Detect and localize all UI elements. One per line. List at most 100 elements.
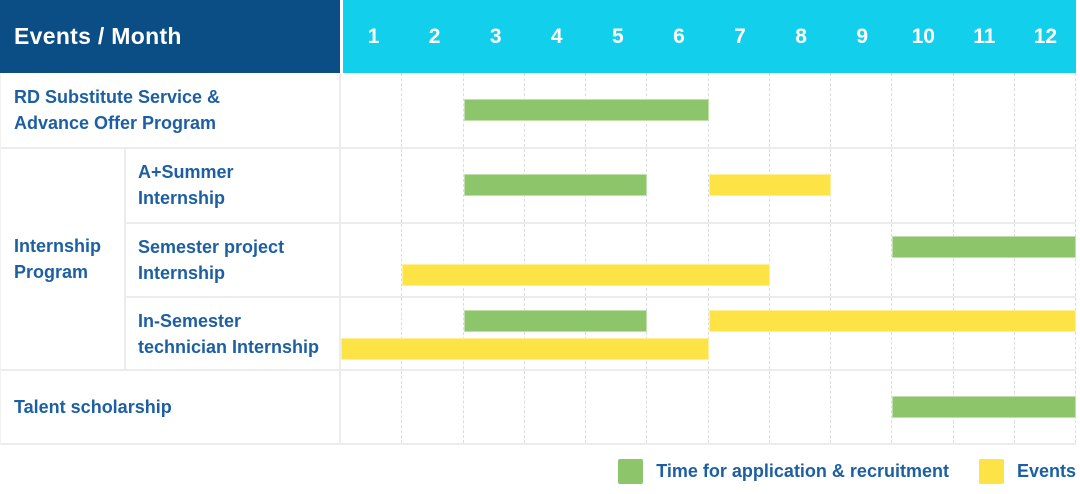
row-label: Advance Offer Program	[14, 112, 217, 133]
month-grid-cell	[709, 297, 770, 370]
gantt-bar-application	[463, 98, 709, 121]
month-header-cell: 8	[795, 24, 807, 48]
month-grid-cell	[402, 371, 464, 443]
month-header-cell: 12	[1033, 24, 1058, 48]
month-grid	[341, 148, 1076, 223]
month-header-cell: 3	[489, 24, 502, 48]
month-grid-cell	[1015, 224, 1076, 296]
month-grid-cell	[770, 224, 831, 296]
month-header-cell: 7	[734, 24, 746, 48]
gantt-bar-events	[402, 264, 770, 287]
month-header-cell: 6	[673, 24, 685, 48]
gantt-bar-application	[463, 174, 648, 197]
month-grid-cell	[341, 148, 403, 223]
month-grid-cell	[770, 297, 831, 370]
group-row-block: Internship Program A+Summer Internship Semes…	[1, 146, 1076, 370]
month-grid-cell	[954, 224, 1015, 296]
table-row: In-Semester technician Internship	[126, 295, 1076, 370]
month-grid-cell	[770, 371, 831, 443]
row-label: A+Summer	[138, 162, 234, 183]
legend-item-events: Events	[978, 458, 1076, 484]
schedule-table: Events / Month 1 2 3 4 5 6 7 8 9 10 11 12 RD Substi…	[0, 0, 1076, 445]
subrow-label-cell: Semester project Internship	[126, 224, 341, 296]
month-grid-cell	[954, 148, 1015, 223]
month-grid-cell	[402, 73, 464, 147]
month-grid	[341, 297, 1076, 370]
month-header-cell: 1	[367, 24, 380, 48]
month-grid-cell	[954, 73, 1015, 147]
gantt-bar-events	[708, 309, 1076, 332]
month-grid-cell	[341, 73, 403, 147]
group-label-cell: Internship Program	[1, 148, 126, 370]
legend-label: Time for application & recruitment	[656, 460, 949, 481]
table-row: Semester project Internship	[126, 222, 1076, 296]
gantt-bar-application	[463, 309, 648, 332]
month-grid-cell	[709, 73, 770, 147]
month-header-cell: 10	[911, 24, 935, 48]
month-grid-cell	[709, 224, 770, 296]
month-grid	[341, 73, 1076, 147]
table-row: RD Substitute Service & Advance Offer Pro…	[1, 73, 1076, 147]
group-subrows: A+Summer Internship Semester project Intern…	[126, 148, 1076, 370]
month-grid-cell	[464, 297, 525, 370]
month-grid-cell	[831, 73, 893, 147]
month-grid-cell	[892, 297, 954, 370]
month-grid-cell	[954, 297, 1015, 370]
month-header-cell: 9	[856, 24, 868, 48]
row-label-cell: Talent scholarship	[1, 371, 341, 443]
month-grid-cell	[464, 371, 525, 443]
month-grid-cell	[341, 297, 403, 370]
row-label: RD Substitute Service &	[14, 86, 221, 107]
month-grid-cell	[586, 371, 648, 443]
table-header-row: Events / Month 1 2 3 4 5 6 7 8 9 10 11 12	[0, 0, 1076, 73]
month-grid-cell	[647, 148, 709, 223]
subrow-label-cell: A+Summer Internship	[126, 148, 341, 223]
row-label: Talent scholarship	[14, 397, 172, 418]
month-grid-cell	[464, 224, 525, 296]
month-grid-cell	[831, 224, 893, 296]
month-grid	[341, 371, 1076, 443]
month-grid-cell	[709, 371, 770, 443]
row-label: Semester project	[138, 236, 285, 257]
month-grid-cell	[1015, 148, 1076, 223]
legend-item-application: Time for application & recruitment	[618, 458, 949, 484]
table-row: Talent scholarship	[1, 369, 1076, 443]
header-divider	[340, 0, 343, 73]
month-grid	[341, 224, 1076, 296]
month-grid-cell	[341, 371, 403, 443]
group-label: Internship	[14, 235, 102, 256]
month-grid-cell	[586, 297, 648, 370]
month-grid-cell	[402, 224, 464, 296]
row-label: Internship	[138, 262, 226, 283]
month-header-cell: 5	[612, 24, 624, 48]
month-grid-cell	[1015, 73, 1076, 147]
month-grid-cell	[525, 297, 586, 370]
month-grid-cell	[647, 297, 709, 370]
month-grid-cell	[525, 224, 586, 296]
gantt-bar-application	[892, 236, 1076, 259]
month-header-cell: 11	[973, 24, 996, 48]
subrow-label-cell: In-Semester technician Internship	[126, 297, 341, 370]
month-grid-cell	[892, 224, 954, 296]
month-grid-cell	[831, 297, 893, 370]
month-grid-cell	[647, 371, 709, 443]
legend: Time for application & recruitment Events	[0, 445, 1080, 494]
legend-swatch-application	[618, 458, 644, 484]
table-body: RD Substitute Service & Advance Offer Pro…	[0, 73, 1076, 445]
month-grid-cell	[770, 73, 831, 147]
table-row: A+Summer Internship	[126, 148, 1076, 223]
legend-label: Events	[1016, 460, 1076, 481]
month-grid-cell	[892, 148, 954, 223]
gantt-bar-events	[341, 337, 709, 360]
month-grid-cell	[831, 371, 893, 443]
legend-swatch-events	[978, 458, 1004, 484]
gantt-bar-application	[892, 396, 1076, 419]
month-grid-cell	[402, 148, 464, 223]
month-grid-cell	[525, 371, 586, 443]
month-header-cell: 4	[550, 24, 563, 48]
month-grid-cell	[831, 148, 893, 223]
row-label-cell: RD Substitute Service & Advance Offer Pro…	[1, 73, 341, 147]
header-title: Events / Month	[14, 23, 182, 49]
events-month-header-cell: Events / Month	[0, 0, 340, 73]
